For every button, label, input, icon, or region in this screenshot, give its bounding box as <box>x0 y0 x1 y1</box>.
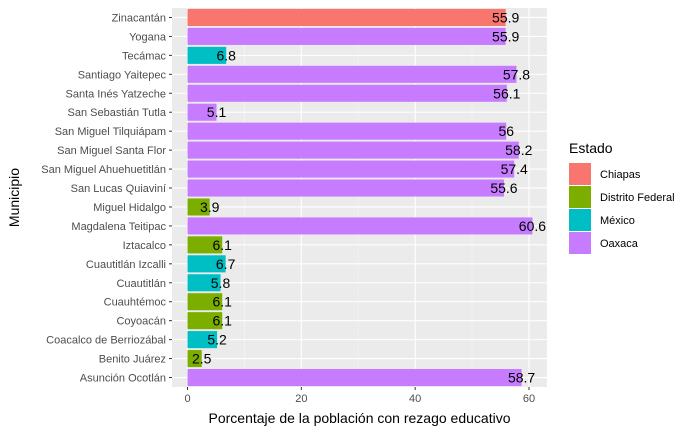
legend-label: Oaxaca <box>600 238 639 250</box>
data-label: 56 <box>498 123 514 139</box>
legend: Estado Chiapas Distrito Federal México Oaxa… <box>569 140 675 254</box>
legend-key <box>569 232 591 254</box>
data-label: 55.6 <box>490 180 517 196</box>
data-label: 58.2 <box>505 142 532 158</box>
bar <box>187 217 533 235</box>
legend-label: Distrito Federal <box>600 192 675 204</box>
bar <box>187 198 210 216</box>
bar <box>187 84 507 102</box>
data-label: 56.1 <box>493 85 520 101</box>
legend-label: Chiapas <box>600 169 641 181</box>
bar <box>187 293 223 311</box>
bar <box>187 27 506 45</box>
y-tick-label: Yogana <box>129 31 167 43</box>
bar <box>187 312 223 330</box>
bar <box>187 179 504 197</box>
y-tick-label: Cuauhtémoc <box>104 297 167 309</box>
y-tick-label: San Lucas Quiaviní <box>71 183 166 195</box>
data-label: 57.8 <box>503 66 530 82</box>
x-axis: 0 20 40 60 <box>184 387 535 405</box>
bar <box>187 255 226 273</box>
y-tick-label: Miguel Hidalgo <box>93 202 166 214</box>
bar <box>187 122 507 140</box>
x-tick-label: 40 <box>409 393 421 405</box>
bar <box>187 350 202 368</box>
y-tick-label: Magdalena Teitipac <box>71 221 166 233</box>
data-label: 5.8 <box>211 275 231 291</box>
y-tick-label: Santiago Yaitepec <box>78 69 167 81</box>
legend-title: Estado <box>569 140 613 156</box>
y-tick-label: Tecámac <box>122 50 167 62</box>
y-tick-label: San Miguel Tilquiápam <box>55 126 166 138</box>
data-label: 2.5 <box>192 351 212 367</box>
legend-key <box>569 186 591 208</box>
y-tick-label: Asunción Ocotlán <box>80 373 166 385</box>
y-axis-title: Municipio <box>6 168 22 227</box>
y-tick-label: San Miguel Santa Flor <box>57 145 166 157</box>
y-tick-label: Santa Inés Yatzeche <box>66 88 167 100</box>
bar <box>187 236 223 254</box>
data-label: 60.6 <box>519 218 546 234</box>
legend-key <box>569 163 591 185</box>
data-label: 6.7 <box>216 256 236 272</box>
plot-panel <box>172 8 547 387</box>
y-axis: Zinacantán Yogana Tecámac Santiago Yaitepec… <box>41 12 172 385</box>
data-label: 5.1 <box>207 104 227 120</box>
bar <box>187 65 517 83</box>
bar <box>187 274 221 292</box>
y-tick-label: Zinacantán <box>112 12 166 24</box>
data-label: 6.1 <box>212 237 232 253</box>
x-tick-label: 20 <box>295 393 307 405</box>
y-tick-label: Cuautitlán <box>116 278 166 290</box>
bar <box>187 141 519 159</box>
data-label: 6.1 <box>212 313 232 329</box>
bars <box>187 8 533 387</box>
y-tick-label: Coyoacán <box>116 316 166 328</box>
x-tick-label: 60 <box>523 393 535 405</box>
y-tick-label: Coacalco de Berriozábal <box>46 335 166 347</box>
data-label: 57.4 <box>501 161 528 177</box>
data-label: 55.9 <box>492 9 519 25</box>
y-tick-label: Cuautitlán Izcalli <box>86 259 166 271</box>
y-tick-label: Benito Juárez <box>99 354 166 366</box>
x-tick-label: 0 <box>184 393 190 405</box>
bar <box>187 368 522 387</box>
x-axis-title: Porcentaje de la población con rezago ed… <box>209 410 511 426</box>
bar <box>187 160 515 178</box>
y-tick-label: San Sebastián Tutla <box>68 107 167 119</box>
bar <box>187 331 218 349</box>
legend-label: México <box>600 215 635 227</box>
data-label: 6.1 <box>212 294 232 310</box>
legend-key <box>569 209 591 231</box>
bar <box>187 8 506 27</box>
data-label: 6.8 <box>216 47 236 63</box>
data-label: 3.9 <box>200 199 220 215</box>
data-label: 5.2 <box>207 332 227 348</box>
y-tick-label: San Miguel Ahuehuetitlán <box>41 164 166 176</box>
data-label: 58.7 <box>508 370 535 386</box>
bar <box>187 46 227 64</box>
bar <box>187 103 217 121</box>
data-label: 55.9 <box>492 28 519 44</box>
y-tick-label: Iztacalco <box>123 240 166 252</box>
data-labels: 55.9 55.9 6.8 57.8 56.1 5.1 56 58.2 57.4 55.6 3.9 6… <box>192 9 546 385</box>
